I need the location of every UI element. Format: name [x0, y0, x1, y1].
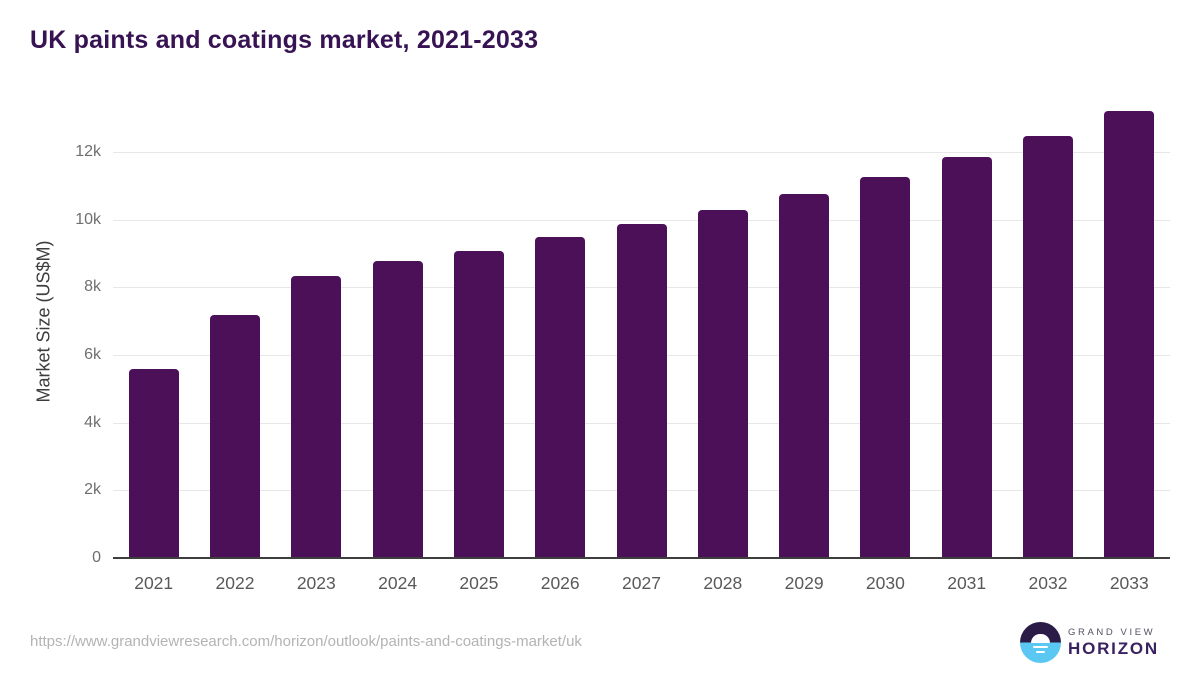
- bar-2021[interactable]: [128, 369, 179, 558]
- x-tick-label-2022: 2022: [215, 573, 255, 593]
- y-tick-label-4k: 4k: [84, 413, 101, 431]
- gridline-10k: [113, 219, 1170, 221]
- x-tick-label-2029: 2029: [784, 573, 824, 593]
- horizon-sun-icon: [1020, 622, 1061, 663]
- y-tick-label-2k: 2k: [84, 481, 101, 499]
- y-tick-label-0: 0: [92, 549, 101, 566]
- y-tick-label-8k: 8k: [84, 278, 101, 296]
- x-tick-label-2021: 2021: [134, 573, 174, 593]
- y-tick-label-6k: 6k: [84, 346, 101, 363]
- bar-2022[interactable]: [210, 314, 260, 558]
- y-tick-label-10k: 10k: [75, 210, 101, 228]
- gridline-12k: [113, 152, 1170, 153]
- y-tick-label-12k: 12k: [75, 143, 101, 160]
- x-tick-label-2032: 2032: [1028, 573, 1068, 593]
- bar-2026[interactable]: [535, 237, 586, 558]
- logo-text-horizon: HORIZON: [1068, 639, 1159, 659]
- grand-view-horizon-logo: GRAND VIEW HORIZON: [1020, 622, 1159, 663]
- x-tick-label-2028: 2028: [703, 573, 743, 593]
- x-axis-line: [113, 557, 1170, 559]
- logo-text-grand-view: GRAND VIEW: [1068, 626, 1156, 638]
- source-url-text: https://www.grandviewresearch.com/horizo…: [30, 633, 582, 650]
- bar-2029[interactable]: [779, 194, 830, 558]
- x-tick-label-2023: 2023: [296, 573, 336, 593]
- y-axis-title: Market Size (US$M): [33, 240, 54, 403]
- bar-2028[interactable]: [697, 209, 748, 558]
- chart-title: UK paints and coatings market, 2021-2033: [30, 26, 539, 54]
- x-tick-label-2025: 2025: [459, 573, 499, 593]
- bar-2024[interactable]: [372, 260, 423, 558]
- bar-2033[interactable]: [1104, 110, 1155, 558]
- x-tick-label-2033: 2033: [1109, 573, 1149, 593]
- bar-2031[interactable]: [941, 157, 992, 558]
- x-tick-label-2024: 2024: [378, 573, 418, 593]
- x-tick-label-2030: 2030: [865, 573, 905, 593]
- x-tick-label-2027: 2027: [622, 573, 661, 593]
- bar-2027[interactable]: [616, 224, 667, 558]
- bar-2025[interactable]: [453, 250, 504, 558]
- bar-2032[interactable]: [1023, 135, 1073, 558]
- bar-2030[interactable]: [860, 177, 911, 558]
- x-tick-label-2026: 2026: [540, 573, 580, 593]
- bar-2023[interactable]: [291, 275, 342, 558]
- x-tick-label-2031: 2031: [947, 573, 987, 593]
